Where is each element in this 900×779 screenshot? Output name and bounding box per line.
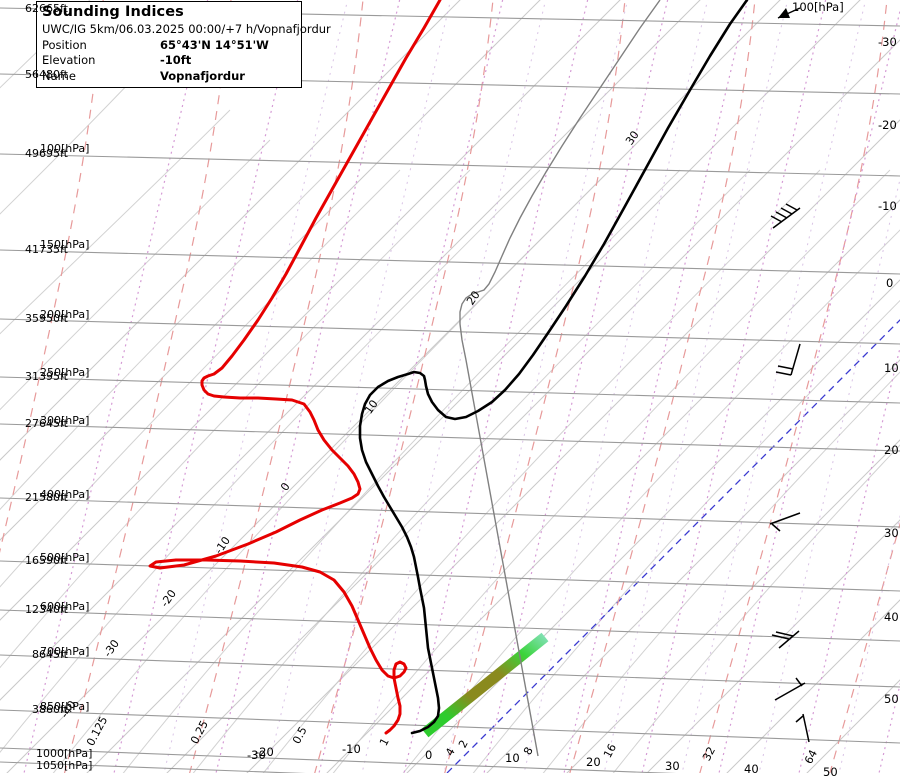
dewpoint-curve (148, 0, 442, 735)
panel-row-position: Position 65°43'N 14°51'W (42, 38, 297, 53)
panel-title: Sounding Indices (42, 4, 184, 20)
pressure-label-700hpa: 700[hPa] (40, 645, 90, 658)
parcel-curve (459, 0, 661, 757)
altitude-label-31395ft: 31395ft (25, 370, 68, 383)
altitude-label-3860ft: 3860ft (32, 703, 68, 716)
wind-barb-1000hpa (795, 713, 810, 743)
pressure-label-500hpa: 500[hPa] (40, 551, 90, 564)
altitude-label-12340ft: 12340ft (25, 603, 68, 616)
altitude-label-8645ft: 8645ft (32, 648, 68, 661)
altitude-label-27645ft: 27645ft (25, 417, 68, 430)
right-temp-label-30: 30 (884, 526, 899, 540)
altitude-label-62665ft: 62665ft (25, 2, 68, 15)
zero-isotherm-line (446, 319, 900, 773)
row-value: Vopnafjordur (160, 68, 245, 83)
pressure-label-150hpa: 150[hPa] (40, 238, 90, 251)
right-temp-label-40: 40 (884, 610, 899, 624)
wind-barb-200hpa (770, 203, 801, 229)
row-key: Position (42, 37, 87, 52)
altitude-label-16590ft: 16590ft (25, 554, 68, 567)
right-temp-label--20: -20 (878, 118, 897, 132)
pressure-label-100hpa: 100[hPa] (40, 142, 90, 155)
altitude-label-35950ft: 35950ft (25, 312, 68, 325)
row-value: 65°43'N 14°51'W (160, 37, 269, 52)
altitude-label-56480ft: 56480ft (25, 68, 68, 81)
pressure-label-1050hpa: 1050[hPa] (36, 759, 93, 772)
bottom-temp-label-20: 20 (586, 755, 601, 769)
row-key: Name (42, 68, 76, 83)
panel-row-name: Name Vopnafjordur (42, 69, 297, 84)
row-value: -10ft (160, 53, 192, 68)
altitude-label-49695ft: 49695ft (25, 147, 68, 160)
panel-row-elevation: Elevation -10ft (42, 53, 297, 68)
right-temp-label--30: -30 (878, 35, 897, 49)
altitude-label-21580ft: 21580ft (25, 491, 68, 504)
wind-barb-100hpa (777, 7, 801, 19)
pressure-label-1000hpa: 1000[hPa] (36, 747, 93, 760)
wind-barb-300hpa (775, 343, 801, 376)
bottom-temp-label-0: 0 (425, 748, 433, 762)
bottom-temp-label-40: 40 (744, 762, 759, 776)
pressure-label-200hpa: 200[hPa] (40, 308, 90, 321)
wind-barb-700hpa (771, 630, 800, 649)
pressure-label-850hpa: 850[hPa] (40, 700, 90, 713)
row-key: Elevation (42, 53, 96, 68)
wind-barb-column (769, 7, 810, 743)
right-temp-label-0: 0 (886, 276, 894, 290)
isobar-lines (0, 7, 900, 773)
cape-band (421, 632, 549, 738)
bottom-temp-label-10: 10 (505, 751, 520, 765)
bottom-temp-label--20: -20 (255, 745, 274, 759)
pressure-label-250hpa: 250[hPa] (40, 366, 90, 379)
altitude-label-41735ft: 41735ft (25, 243, 68, 256)
pressure-label-400hpa: 400[hPa] (40, 488, 90, 501)
bottom-temp-label-30: 30 (665, 759, 680, 773)
pressure-label-300hpa: 300[hPa] (40, 414, 90, 427)
right-temp-label-50: 50 (884, 692, 899, 706)
pressure-label-600hpa: 600[hPa] (40, 600, 90, 613)
panel-subtitle: UWC/IG 5km/06.03.2025 00:00/+7 h/Vopnafj… (42, 22, 331, 37)
top-pressure-label: 100[hPa] (792, 0, 844, 14)
sounding-indices-panel: Sounding Indices UWC/IG 5km/06.03.2025 0… (36, 1, 331, 89)
bottom-temp-label-50: 50 (823, 765, 838, 779)
right-temp-label-20: 20 (884, 443, 899, 457)
right-temp-label--10: -10 (878, 199, 897, 213)
bottom-temp-label--10: -10 (342, 742, 361, 756)
right-temp-label-10: 10 (884, 361, 899, 375)
temperature-curve (358, 0, 749, 735)
bottom-temp-label--30: -30 (247, 748, 266, 762)
wind-barb-850hpa (774, 677, 806, 701)
wind-barb-500hpa (769, 512, 801, 532)
